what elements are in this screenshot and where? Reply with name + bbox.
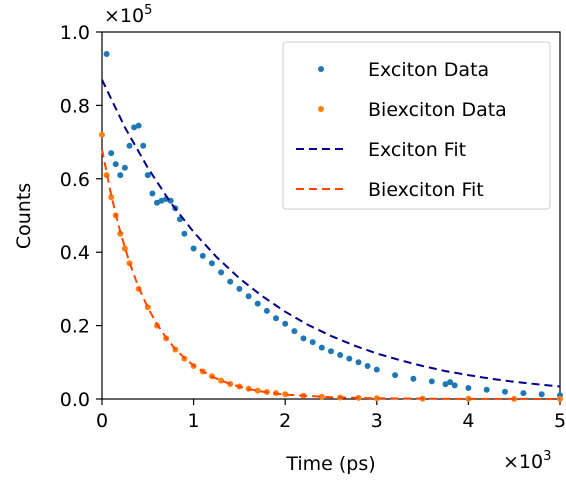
- exciton-data-point: [263, 307, 270, 314]
- exciton-data-point: [236, 285, 243, 292]
- x-tick-label: 2: [279, 410, 291, 432]
- exciton-data-point: [410, 375, 417, 382]
- exciton-data-point: [254, 300, 261, 307]
- legend-item-exciton-data: Exciton Data: [318, 59, 489, 81]
- exciton-data-point: [103, 51, 110, 57]
- exciton-data-point: [538, 391, 545, 398]
- series-biexciton-fit: [101, 149, 561, 400]
- exciton-data-point: [328, 348, 334, 355]
- y-tick-label: 1.0: [60, 22, 90, 44]
- exciton-data-point: [355, 359, 362, 366]
- exciton-data-point: [428, 378, 435, 385]
- exciton-data-point: [483, 386, 490, 393]
- y-axis-label: Counts: [13, 183, 35, 249]
- exciton-fit-line: [101, 79, 561, 388]
- exciton-data-point: [126, 142, 133, 149]
- exciton-data-point: [140, 142, 147, 149]
- biexciton-data-point: [117, 230, 124, 237]
- legend-item-biexciton-fit: Biexciton Fit: [296, 179, 484, 201]
- exciton-data-point: [282, 320, 289, 327]
- legend-item-biexciton-data: Biexciton Data: [318, 99, 507, 121]
- x-tick-label: 1: [188, 410, 200, 432]
- exciton-data-point: [144, 172, 151, 179]
- exciton-data-point: [131, 124, 138, 131]
- y-multiplier: ×105: [104, 3, 152, 27]
- legend-label: Exciton Data: [368, 59, 489, 81]
- axis-ticks: 0 1 2 3 4 5 0.0 0.2 0.4 0.6 0.8 1.0: [60, 22, 566, 432]
- exciton-data-point: [208, 260, 215, 267]
- x-tick-label: 3: [371, 410, 383, 432]
- y-tick-label: 0.2: [60, 316, 90, 338]
- biexciton-data-point: [373, 395, 380, 402]
- biexciton-data-point: [318, 393, 325, 400]
- exciton-data-point: [158, 197, 165, 204]
- x-tick-label: 0: [96, 410, 108, 432]
- exciton-data-point: [465, 385, 472, 391]
- exciton-data-point: [108, 150, 115, 157]
- x-tick-label: 4: [462, 410, 474, 432]
- exciton-data-point: [364, 363, 371, 369]
- biexciton-data-point: [282, 391, 289, 398]
- exciton-data-point: [451, 382, 458, 389]
- exciton-data-point: [121, 164, 128, 171]
- x-axis-label: Time (ps): [285, 453, 375, 475]
- exciton-data-point: [291, 328, 298, 335]
- exciton-data-point: [318, 344, 325, 351]
- legend: Exciton Data Biexciton Data Exciton Fit Bie…: [282, 41, 551, 210]
- y-tick-label: 0.0: [60, 389, 90, 411]
- plot-frame: [101, 31, 561, 400]
- exciton-data-point: [273, 315, 279, 322]
- exciton-data-point: [112, 161, 119, 168]
- exciton-data-point: [447, 379, 454, 386]
- legend-item-exciton-fit: Exciton Fit: [296, 139, 466, 161]
- exciton-data-point: [337, 352, 344, 358]
- legend-label: Exciton Fit: [368, 139, 466, 161]
- y-tick-label: 0.8: [60, 95, 90, 117]
- exciton-data-point: [190, 245, 197, 252]
- exciton-data-point: [520, 390, 527, 397]
- exciton-data-point: [442, 381, 449, 388]
- biexciton-data-point: [218, 377, 225, 384]
- exciton-data-point: [117, 172, 124, 179]
- exciton-data-point: [502, 388, 508, 395]
- y-multiplier-exp: 5: [144, 3, 152, 18]
- exciton-data-point: [199, 252, 206, 259]
- legend-swatch: [318, 106, 324, 112]
- legend-label: Biexciton Data: [368, 99, 507, 121]
- series-layer: [99, 51, 563, 402]
- exciton-data-point: [309, 339, 316, 346]
- legend-box: [282, 41, 551, 210]
- biexciton-data-point: [108, 194, 115, 201]
- exciton-data-point: [218, 269, 225, 276]
- y-tick-label: 0.4: [60, 242, 90, 264]
- biexciton-data-point: [254, 387, 261, 394]
- exciton-data-point: [392, 372, 399, 379]
- x-multiplier-exp: 3: [543, 449, 551, 464]
- x-tick-label: 5: [554, 410, 566, 432]
- series-exciton-fit: [101, 79, 561, 388]
- series-exciton-data: [103, 51, 563, 399]
- y-tick-label: 0.6: [60, 169, 90, 191]
- legend-label: Biexciton Fit: [368, 179, 484, 201]
- biexciton-fit-line: [101, 149, 561, 400]
- exciton-data-point: [181, 230, 188, 237]
- exciton-data-point: [346, 355, 353, 362]
- biexciton-data-point: [99, 131, 105, 138]
- exciton-data-point: [227, 278, 234, 285]
- x-multiplier: ×103: [503, 449, 551, 473]
- exciton-data-point: [300, 335, 307, 342]
- exciton-data-point: [373, 366, 380, 373]
- biexciton-data-point: [121, 245, 128, 252]
- exciton-data-point: [154, 199, 160, 206]
- exciton-data-point: [245, 293, 252, 300]
- exciton-data-point: [135, 122, 142, 129]
- exciton-data-point: [149, 190, 156, 197]
- legend-swatch: [318, 66, 324, 72]
